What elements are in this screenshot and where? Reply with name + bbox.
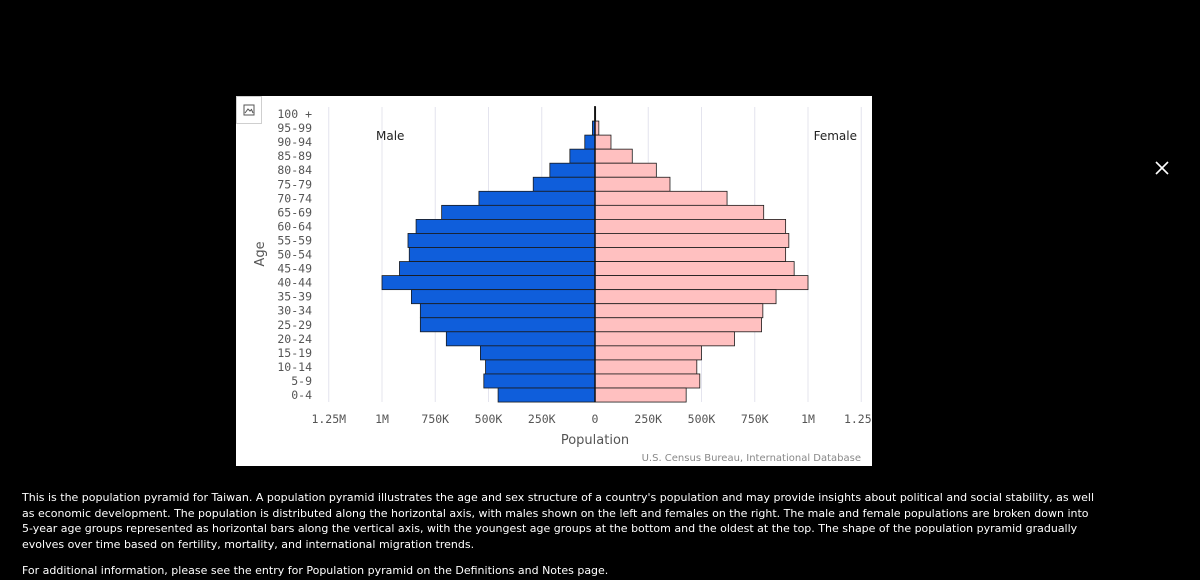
male-bar [410,289,596,305]
male-bar [485,359,596,375]
male-bar [419,303,596,319]
additional-info-text: For additional information, please see t… [22,564,609,577]
male-bar [415,219,596,234]
x-axis-title: Population [561,433,629,448]
female-bar [594,204,765,220]
female-bar [594,331,735,347]
male-bar [549,162,596,178]
age-tick-label: 60-64 [277,219,312,233]
age-tick-label: 75-79 [277,177,312,191]
population-pyramid-chart: 100 +95-99 90-94 85-89 80-84 75-79 70-74 65-69… [236,96,872,466]
age-tick-label: 10-14 [277,360,312,374]
female-bar [594,387,687,403]
age-tick-label: 20-24 [277,332,312,346]
female-bar [594,247,787,262]
age-tick-label: 45-49 [277,262,312,276]
female-bar [594,176,671,192]
female-bar [594,148,633,164]
x-tick-label: 750K [421,412,449,426]
female-bar [594,134,612,150]
age-tick-label: 40-44 [277,276,312,290]
female-bar [594,303,764,319]
male-bar [569,148,596,164]
x-tick-label: 750K [741,412,769,426]
female-bar [594,289,777,305]
female-bar [594,373,701,389]
y-axis-title: Age [253,241,268,266]
x-tick-label: 0 [592,412,599,426]
chart-plot: 100 +95-9990-9485-8980-8475-7970-7465-69… [253,106,872,464]
x-tick-label: 500K [475,412,503,426]
female-bar [594,345,702,361]
male-bar [497,387,596,403]
male-bar [407,233,596,248]
female-bar [594,317,762,333]
female-bar [594,261,795,277]
legend-male-label: Male [376,129,404,143]
age-tick-label: 30-34 [277,304,312,318]
age-tick-label: 80-84 [277,163,312,177]
age-tick-label: 0-4 [291,388,312,402]
age-tick-label: 100 + [277,107,312,121]
x-tick-label: 250K [634,412,662,426]
female-bar [594,233,790,248]
x-tick-label: 1.25M [311,412,346,426]
age-tick-label: 35-39 [277,290,312,304]
age-tick-label: 25-29 [277,318,312,332]
image-icon[interactable] [236,96,262,124]
female-bar [594,359,698,375]
x-tick-label: 1M [801,412,815,426]
age-tick-label: 85-89 [277,149,312,163]
male-bar [445,331,596,347]
x-tick-label: 250K [528,412,556,426]
male-bar [532,176,596,192]
male-bar [381,275,596,291]
age-tick-label: 5-9 [291,374,312,388]
age-tick-label: 65-69 [277,205,312,219]
female-bar [594,219,787,234]
age-tick-label: 90-94 [277,135,312,149]
x-tick-label: 1.25M [844,412,872,426]
male-bar [441,204,596,220]
age-tick-label: 50-54 [277,248,312,262]
legend-female-label: Female [814,129,857,143]
male-bar [478,190,596,206]
female-bar [594,190,728,206]
male-bar [408,247,596,262]
age-tick-label: 15-19 [277,346,312,360]
male-bar [584,134,596,150]
x-tick-label: 1M [375,412,389,426]
chart-description: This is the population pyramid for Taiwa… [22,491,1095,551]
close-icon[interactable] [1150,156,1174,180]
age-tick-label: 70-74 [277,191,312,205]
female-bar [594,275,809,291]
male-bar [419,317,596,333]
x-tick-label: 500K [688,412,716,426]
male-bar [483,373,596,389]
male-bar [480,345,596,361]
female-bar [594,162,657,178]
source-credit: U.S. Census Bureau, International Databa… [642,453,861,464]
age-tick-label: 55-59 [277,233,312,247]
male-bar [399,261,596,277]
age-tick-label: 95-99 [277,121,312,135]
